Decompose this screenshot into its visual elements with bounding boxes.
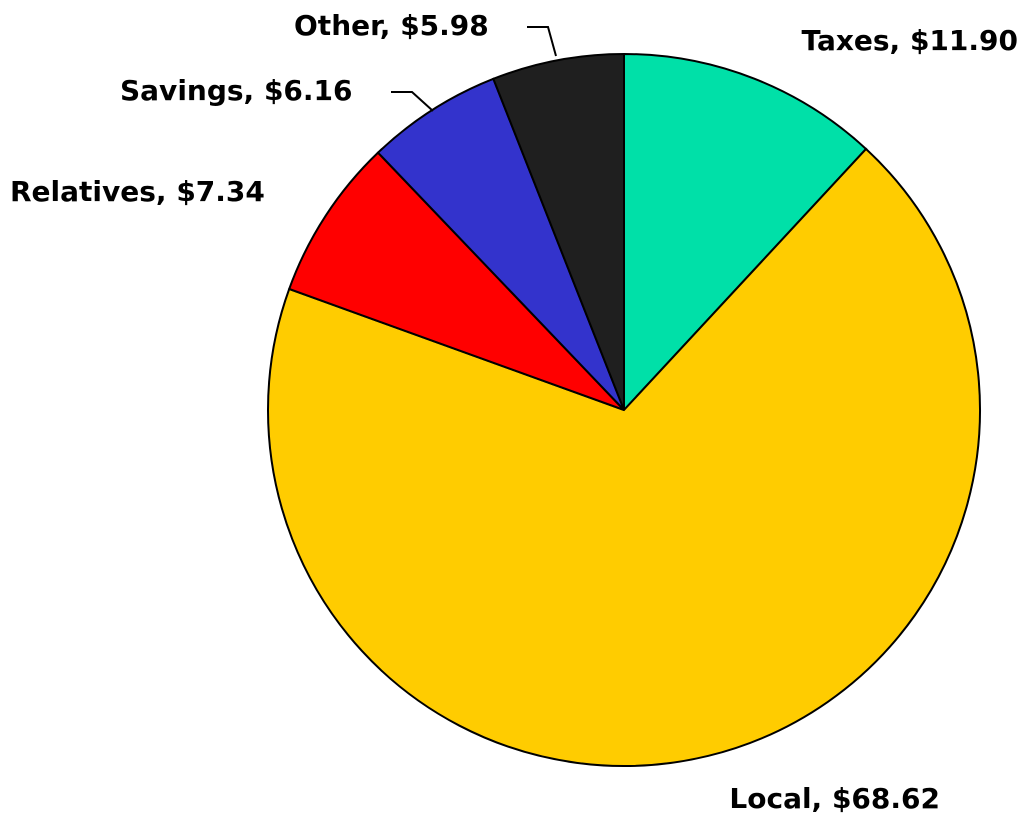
slice-label: Savings, $6.16 (120, 74, 353, 107)
pie-slice (492, 52, 625, 411)
pie-slice (287, 151, 625, 411)
slice-label: Other, $5.98 (294, 9, 489, 42)
slice-label: Local, $68.62 (729, 782, 940, 815)
leader-line (391, 91, 434, 112)
slice-label: Taxes, $11.90 (801, 24, 1018, 57)
slice-label: Relatives, $7.34 (10, 175, 265, 208)
pie-slice (623, 52, 868, 413)
pie-slice (267, 147, 981, 767)
leader-line (527, 26, 557, 57)
